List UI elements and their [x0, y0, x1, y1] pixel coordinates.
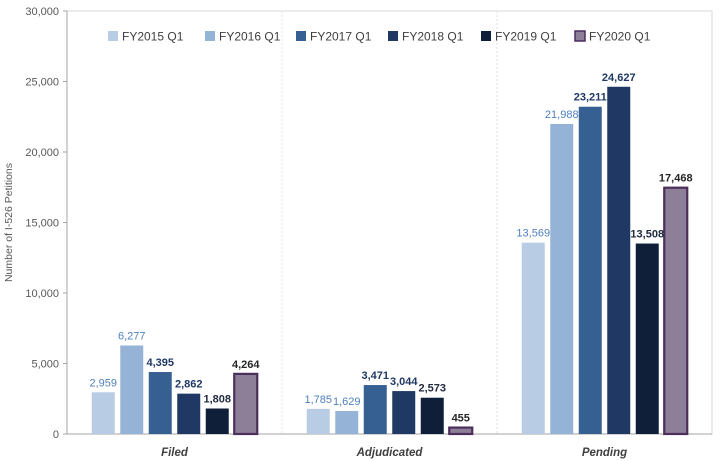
data-label: 3,044 — [390, 376, 418, 388]
legend-swatch — [108, 31, 118, 41]
y-tick-label: 5,000 — [31, 359, 59, 371]
bar — [177, 393, 201, 434]
bar — [578, 106, 602, 434]
bar — [363, 385, 387, 434]
data-label: 4,264 — [232, 359, 260, 371]
y-tick-label: 10,000 — [25, 288, 59, 300]
category-label: Filed — [161, 447, 189, 459]
bar — [120, 345, 144, 434]
data-label: 1,629 — [333, 396, 361, 408]
legend-label: FY2020 Q1 — [589, 30, 651, 44]
bar — [392, 391, 416, 434]
data-label: 24,627 — [602, 72, 636, 84]
data-label: 1,808 — [203, 394, 231, 406]
y-axis-label: Number of I-526 Petitions — [3, 163, 15, 282]
bar — [607, 86, 631, 434]
data-label: 17,468 — [659, 173, 693, 185]
legend-swatch — [205, 31, 215, 41]
legend-label: FY2019 Q1 — [495, 30, 557, 44]
bar — [420, 397, 444, 434]
y-tick-label: 20,000 — [25, 147, 59, 159]
y-tick-label: 0 — [53, 429, 59, 441]
y-tick-label: 25,000 — [25, 77, 59, 89]
data-label: 3,471 — [361, 370, 389, 382]
bar — [663, 186, 689, 436]
bar — [148, 372, 172, 434]
category-label: Adjudicated — [356, 447, 424, 459]
legend: FY2015 Q1 FY2016 Q1 FY2017 Q1 FY2018 Q1 FY20… — [108, 30, 651, 44]
data-label: 23,211 — [574, 92, 607, 104]
bar — [448, 426, 474, 436]
category-label: Pending — [582, 447, 627, 459]
legend-swatch — [574, 30, 586, 42]
data-label: 4,395 — [146, 357, 174, 369]
data-label: 2,959 — [89, 377, 117, 389]
data-label: 6,277 — [118, 330, 146, 342]
legend-swatch — [296, 31, 306, 41]
bar — [205, 408, 229, 434]
axes: 0 5,000 10,000 15,000 20,000 25,000 30,000 Numb… — [3, 6, 713, 459]
bar — [335, 411, 359, 434]
data-label: 2,573 — [418, 383, 446, 395]
data-label: 13,508 — [630, 229, 664, 241]
data-label: 13,569 — [516, 228, 550, 240]
bars — [91, 86, 689, 436]
bar — [521, 242, 545, 434]
y-tick-label: 30,000 — [25, 6, 59, 18]
data-label: 455 — [452, 413, 470, 425]
legend-label: FY2016 Q1 — [219, 30, 281, 44]
data-label: 2,862 — [175, 379, 203, 391]
bar — [306, 408, 330, 434]
bar — [91, 392, 115, 434]
bar — [550, 123, 574, 434]
legend-swatch — [388, 31, 398, 41]
legend-label: FY2015 Q1 — [122, 30, 184, 44]
legend-label: FY2017 Q1 — [310, 30, 372, 44]
y-tick-label: 15,000 — [25, 218, 59, 230]
bar — [635, 243, 659, 434]
bar — [233, 372, 259, 436]
legend-swatch — [481, 31, 491, 41]
data-label: 1,785 — [304, 394, 332, 406]
data-label: 21,988 — [545, 109, 579, 121]
legend-label: FY2018 Q1 — [402, 30, 464, 44]
